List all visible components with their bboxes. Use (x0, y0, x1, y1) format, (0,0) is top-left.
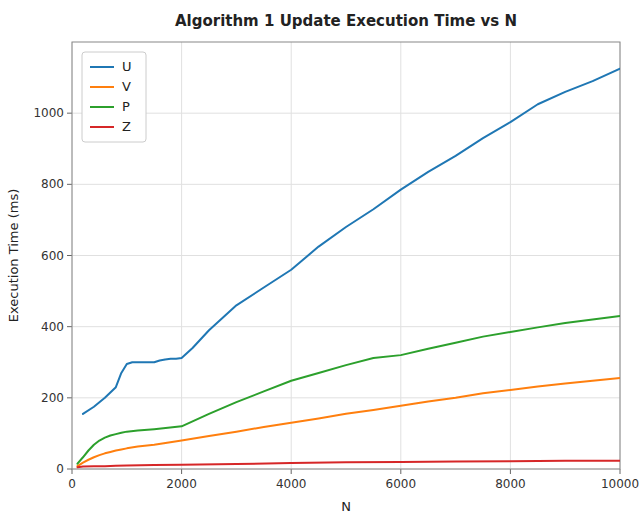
y-grid-line (72, 113, 620, 114)
title: Algorithm 1 Update Execution Time vs N (175, 12, 517, 30)
y-grid-line (72, 255, 620, 256)
legend-label: U (122, 59, 132, 74)
x-tick (620, 469, 621, 474)
series-lines (77, 69, 620, 468)
y-tick (67, 469, 72, 470)
y-tick-label: 400 (41, 320, 64, 334)
legend-swatch (90, 86, 114, 88)
legend-label: V (122, 79, 131, 94)
x-tick-label: 4000 (276, 477, 307, 491)
grid (72, 42, 620, 469)
ticks: 0 2000 4000 6000 8000 10000 0 200 400 600 800 1000 (33, 106, 639, 491)
legend-label: P (122, 99, 130, 114)
y-tick-label: 800 (41, 177, 64, 191)
y-axis-label: Execution Time (ms) (6, 189, 21, 322)
legend: UVPZ (82, 52, 146, 142)
x-tick (510, 469, 511, 474)
x-tick-label: 0 (68, 477, 76, 491)
x-tick (400, 469, 401, 474)
x-tick-label: 8000 (495, 477, 526, 491)
legend-swatch (90, 66, 114, 68)
x-tick-label: 2000 (166, 477, 197, 491)
legend-swatch (90, 106, 114, 108)
legend-box (82, 52, 146, 142)
x-tick-label: 10000 (601, 477, 639, 491)
y-tick (67, 397, 72, 398)
x-tick (181, 469, 182, 474)
y-tick (67, 113, 72, 114)
series-line (77, 461, 620, 467)
legend-label: Z (122, 119, 131, 134)
x-tick (291, 469, 292, 474)
y-grid-line (72, 184, 620, 185)
x-tick-label: 6000 (386, 477, 417, 491)
chart: 0 2000 4000 6000 8000 10000 0 200 400 600 800 1000 A… (0, 0, 640, 525)
y-tick (67, 184, 72, 185)
y-tick (67, 255, 72, 256)
y-tick (67, 326, 72, 327)
y-tick-label: 200 (41, 391, 64, 405)
series-line (77, 378, 620, 466)
legend-swatch (90, 126, 114, 128)
y-grid-line (72, 397, 620, 398)
series-line (77, 316, 620, 464)
plot-area (72, 42, 620, 469)
y-tick-label: 1000 (33, 106, 64, 120)
series-line (83, 69, 620, 414)
plot-frame (72, 42, 620, 469)
x-tick (72, 469, 73, 474)
y-tick-label: 0 (56, 462, 64, 476)
y-tick-label: 600 (41, 249, 64, 263)
x-axis-label: N (341, 499, 351, 514)
